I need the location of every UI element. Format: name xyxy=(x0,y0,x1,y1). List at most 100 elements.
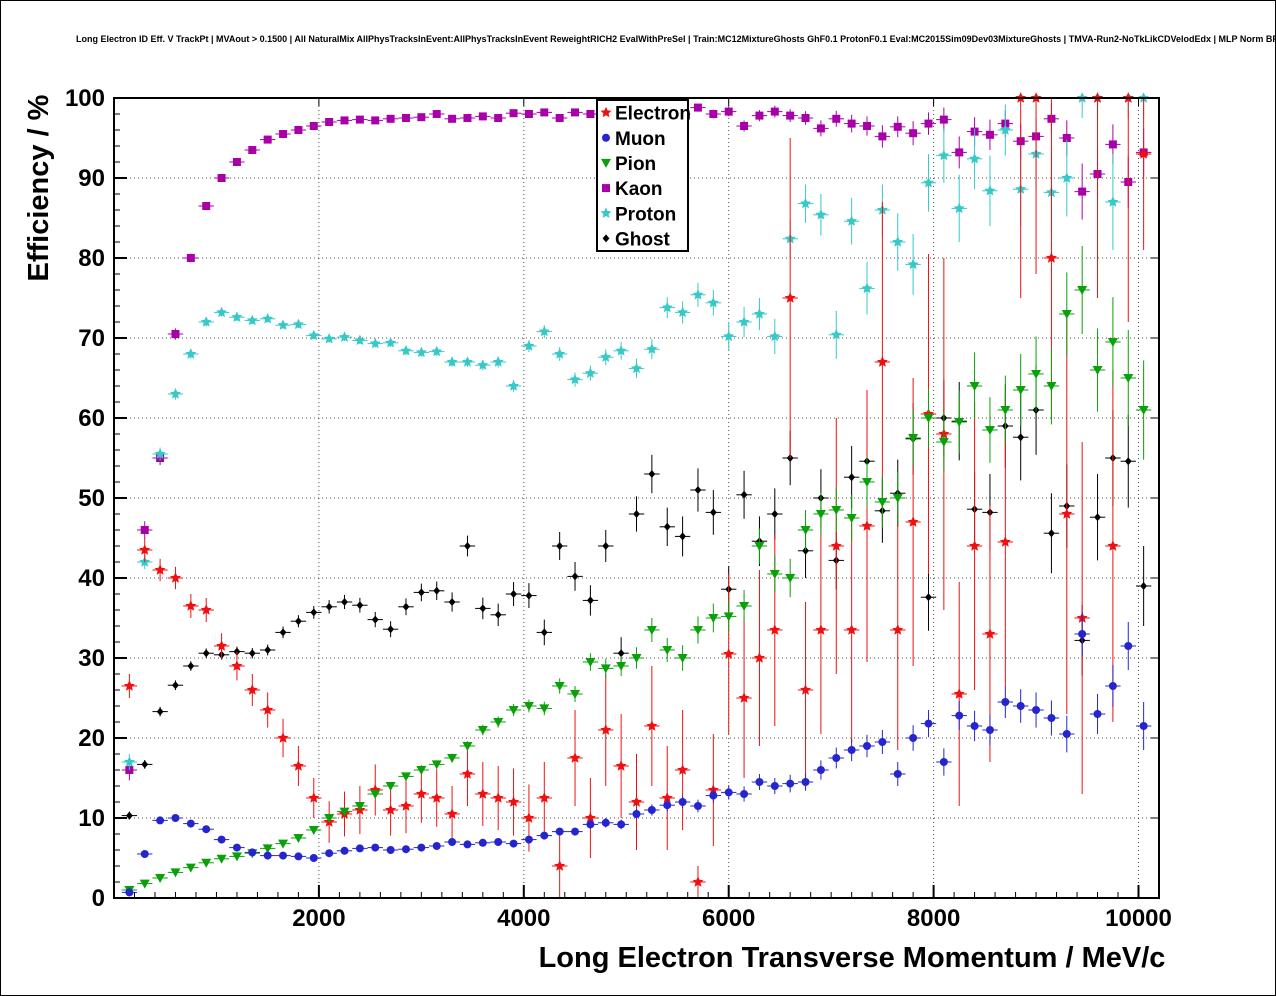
x-tick-label: 4000 xyxy=(497,905,550,932)
data-point-square xyxy=(171,330,180,338)
data-point-circle xyxy=(1016,702,1025,710)
data-point-square xyxy=(924,119,933,128)
data-point-square xyxy=(540,108,549,117)
data-point-circle xyxy=(1078,630,1087,638)
data-point-square xyxy=(816,124,825,133)
data-point-star xyxy=(661,301,673,313)
data-point-star xyxy=(999,536,1011,547)
data-point-star xyxy=(861,520,873,531)
data-point-star xyxy=(999,124,1011,135)
data-point-triangle xyxy=(923,414,934,423)
data-point-diamond xyxy=(172,681,179,690)
data-point-star xyxy=(953,202,965,214)
legend-item-kaon xyxy=(602,184,610,193)
data-point-triangle xyxy=(508,706,519,715)
series-pion-markers xyxy=(124,286,1149,895)
data-point-star xyxy=(477,788,489,799)
data-point-star xyxy=(554,860,566,871)
data-point-star xyxy=(892,624,904,635)
y-tick-label: 60 xyxy=(78,405,105,432)
data-point-circle xyxy=(386,846,395,854)
data-point-star xyxy=(631,796,642,807)
data-point-triangle xyxy=(662,646,673,655)
data-point-star xyxy=(738,692,750,703)
data-point-square xyxy=(232,158,241,166)
data-point-star xyxy=(200,316,212,327)
data-point-star xyxy=(185,348,197,359)
data-point-star xyxy=(154,448,166,459)
data-point-diamond xyxy=(417,588,425,597)
data-point-diamond xyxy=(387,625,395,634)
data-point-circle xyxy=(171,814,180,822)
data-point-star xyxy=(584,367,596,378)
data-point-triangle xyxy=(815,510,826,519)
data-point-circle xyxy=(248,848,257,857)
data-point-circle xyxy=(279,851,288,860)
data-point-triangle xyxy=(539,704,550,714)
data-point-triangle xyxy=(1138,406,1149,415)
data-point-star xyxy=(292,760,304,771)
data-point-star xyxy=(554,348,566,359)
data-point-circle xyxy=(985,726,994,734)
data-point-triangle xyxy=(370,790,381,799)
data-point-diamond xyxy=(279,628,287,637)
data-point-triangle xyxy=(1046,382,1057,391)
y-tick-label: 90 xyxy=(78,165,105,192)
data-point-square xyxy=(863,122,872,130)
data-point-circle xyxy=(509,839,518,848)
data-point-triangle xyxy=(170,868,181,878)
data-point-diamond xyxy=(1017,433,1025,442)
data-point-triangle xyxy=(416,766,427,775)
data-point-square xyxy=(985,130,994,139)
data-point-triangle xyxy=(447,754,458,763)
data-point-triangle xyxy=(477,726,488,735)
data-point-star xyxy=(277,732,289,743)
series-muon-markers xyxy=(125,630,1148,897)
data-point-square xyxy=(140,526,149,534)
data-point-star xyxy=(170,572,181,583)
data-point-square xyxy=(401,114,410,122)
data-point-diamond xyxy=(341,598,348,606)
data-point-square xyxy=(555,114,564,122)
data-point-square xyxy=(325,118,334,126)
data-point-star xyxy=(938,149,950,161)
y-tick-label: 20 xyxy=(78,725,105,752)
legend-label-proton: Proton xyxy=(615,204,676,225)
data-point-square xyxy=(217,174,226,182)
data-point-diamond xyxy=(1094,513,1101,522)
data-point-triangle xyxy=(692,626,703,635)
data-point-triangle xyxy=(1015,386,1026,395)
data-point-square xyxy=(355,115,364,124)
data-point-square xyxy=(1108,140,1117,149)
data-point-diamond xyxy=(464,542,471,550)
x-tick-label: 6000 xyxy=(702,905,755,932)
data-point-triangle xyxy=(769,570,780,579)
data-point-square xyxy=(1062,134,1071,142)
data-point-star xyxy=(830,329,842,340)
data-point-diamond xyxy=(633,510,640,518)
data-point-star xyxy=(308,792,320,803)
data-point-star xyxy=(677,306,689,318)
data-point-circle xyxy=(832,754,841,762)
data-point-triangle xyxy=(1077,286,1088,295)
data-point-circle xyxy=(494,838,503,846)
data-point-triangle xyxy=(185,863,196,873)
data-point-square xyxy=(1078,187,1087,196)
data-point-triangle xyxy=(600,664,611,674)
data-point-diamond xyxy=(556,542,564,550)
data-point-star xyxy=(969,540,981,551)
data-point-triangle xyxy=(201,858,212,868)
data-point-circle xyxy=(678,798,687,806)
x-axis-title: Long Electron Transverse Momentum / MeV/… xyxy=(539,942,1166,974)
data-point-circle xyxy=(340,846,349,855)
data-point-star xyxy=(216,640,228,651)
data-point-circle xyxy=(770,782,779,790)
data-point-circle xyxy=(724,788,733,797)
data-point-circle xyxy=(463,840,472,849)
data-point-star xyxy=(984,628,996,639)
data-point-square xyxy=(509,109,518,118)
data-point-diamond xyxy=(295,617,302,626)
data-point-triangle xyxy=(324,814,335,823)
data-point-triangle xyxy=(1000,406,1011,415)
data-point-star xyxy=(1107,196,1119,207)
